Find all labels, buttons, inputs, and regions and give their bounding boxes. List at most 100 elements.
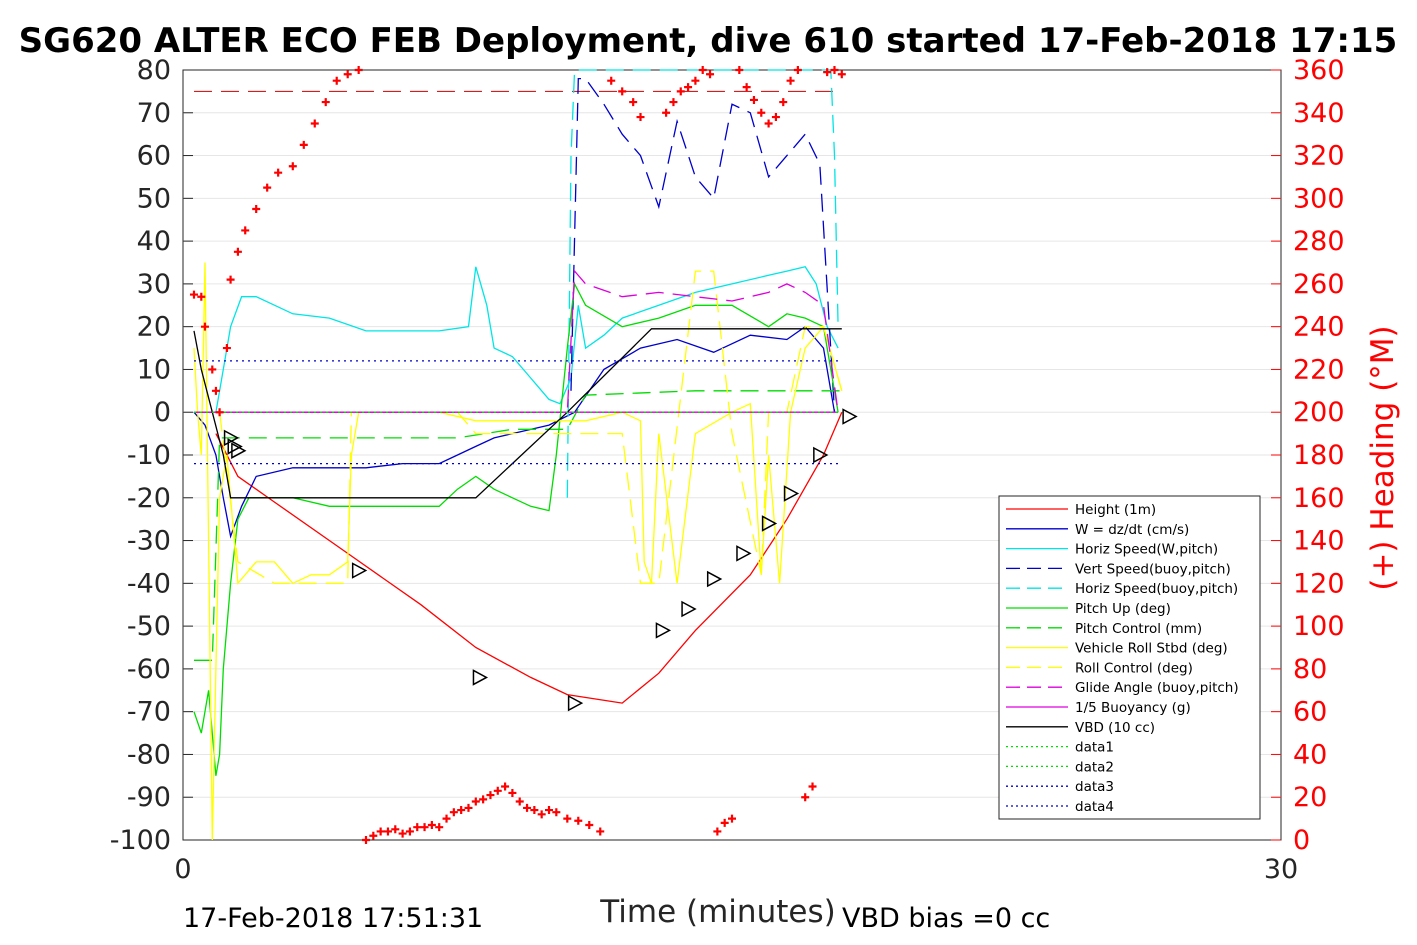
right-tick-label: 240 (1293, 312, 1345, 343)
heading-point (563, 814, 572, 823)
heading-point (793, 66, 802, 74)
heading-point (288, 162, 297, 171)
heading-point (676, 87, 685, 96)
heading-point (786, 76, 795, 85)
right-tick-label: 0 (1293, 825, 1310, 856)
heading-point (501, 782, 510, 791)
x-axis-label: Time (minutes) (599, 894, 835, 930)
heading-point (299, 140, 308, 149)
triangle-marker (706, 570, 723, 588)
legend-label: data4 (1075, 799, 1114, 815)
right-axis-label: (+) Heading (°M) (1365, 325, 1401, 590)
heading-point (698, 66, 707, 74)
x-tick-label: 30 (1264, 854, 1298, 885)
heading-point (808, 782, 817, 791)
heading-point (691, 76, 700, 85)
heading-point (764, 119, 773, 128)
heading-point (427, 821, 436, 830)
heading-point (274, 168, 283, 177)
left-tick-label: -80 (127, 739, 171, 770)
left-axis-ticks: 80 70 60 50 40 30 20 10 0 -10 -20 -30 -40 -50 -60 -70 -8… (110, 55, 193, 856)
left-tick-label: 20 (137, 312, 171, 343)
right-tick-label: 100 (1293, 611, 1345, 642)
heading-point (706, 70, 715, 79)
right-axis-ticks: 3603403203002802602402202001801601401201… (1271, 55, 1345, 856)
right-tick-label: 200 (1293, 397, 1345, 428)
start-time-label: 17-Feb-2018 17:51:31 (183, 903, 483, 934)
heading-point (837, 70, 846, 79)
legend: Height (1m) W = dz/dt (cm/s) Horiz Speed(W… (998, 495, 1261, 820)
left-tick-label: -20 (127, 483, 171, 514)
series-line-height-1m (215, 411, 843, 704)
left-tick-label: -30 (127, 526, 171, 557)
heading-point (771, 113, 780, 122)
right-tick-label: 320 (1293, 141, 1345, 172)
heading-point (215, 408, 224, 417)
heading-point (263, 183, 272, 192)
heading-point (398, 829, 407, 838)
left-tick-label: 80 (137, 55, 171, 86)
heading-point (585, 821, 594, 830)
left-tick-label: 0 (154, 397, 171, 428)
heading-point (545, 806, 553, 815)
right-tick-label: 340 (1293, 98, 1345, 129)
heading-point (823, 68, 832, 77)
heading-point (779, 98, 788, 107)
heading-point (464, 803, 473, 812)
left-tick-label: -60 (127, 654, 171, 685)
legend-label: Pitch Control (mm) (1075, 621, 1202, 637)
right-tick-label: 300 (1293, 183, 1345, 214)
heading-point (321, 98, 330, 107)
heading-point (369, 831, 378, 840)
heading-point (618, 87, 627, 96)
legend-label: Horiz Speed(buoy,pitch) (1075, 581, 1238, 597)
right-tick-label: 80 (1293, 654, 1327, 685)
left-tick-label: -40 (127, 568, 171, 599)
right-tick-label: 180 (1293, 440, 1345, 471)
left-tick-label: -70 (127, 697, 171, 728)
heading-point (189, 290, 198, 299)
heading-point (200, 322, 209, 331)
heading-point (354, 66, 363, 74)
heading-point (420, 823, 429, 832)
right-tick-label: 160 (1293, 483, 1345, 514)
heading-point (226, 275, 235, 284)
left-tick-label: -90 (127, 782, 171, 813)
heading-point (486, 791, 495, 800)
triangle-marker (736, 545, 752, 562)
heading-point (728, 814, 736, 823)
heading-point (233, 247, 242, 256)
triangle-marker (842, 408, 858, 425)
triangle-marker (813, 446, 829, 464)
right-tick-label: 220 (1293, 354, 1345, 385)
heading-point (629, 98, 638, 107)
triangle-marker (655, 622, 672, 639)
series-line-w-dz-dt-cm-s (193, 325, 836, 539)
series-line-horiz-speed-w-pitch (215, 266, 839, 413)
triangle-marker (681, 600, 697, 618)
legend-label: VBD (10 cc) (1075, 720, 1155, 736)
heading-point (537, 810, 546, 819)
triangle-marker (761, 515, 778, 532)
x-axis-ticks: 0 30 (174, 830, 1298, 885)
right-tick-label: 60 (1293, 697, 1327, 728)
heading-point (607, 76, 616, 85)
triangle-marker (567, 694, 584, 712)
legend-label: Glide Angle (buoy,pitch) (1075, 680, 1239, 696)
heading-point (362, 836, 370, 844)
heading-point (662, 108, 671, 117)
heading-point (383, 827, 392, 836)
triangle-marker (231, 442, 247, 459)
left-tick-label: 60 (137, 141, 171, 172)
left-tick-label: 40 (137, 226, 171, 257)
heading-point (332, 76, 341, 85)
marker-layer (223, 408, 858, 712)
legend-label: W = dz/dt (cm/s) (1075, 522, 1189, 538)
heading-point (222, 344, 231, 353)
right-tick-label: 20 (1293, 782, 1327, 813)
right-tick-label: 40 (1293, 739, 1327, 770)
heading-point (343, 70, 352, 79)
left-tick-label: 50 (137, 183, 171, 214)
right-tick-label: 280 (1293, 226, 1345, 257)
